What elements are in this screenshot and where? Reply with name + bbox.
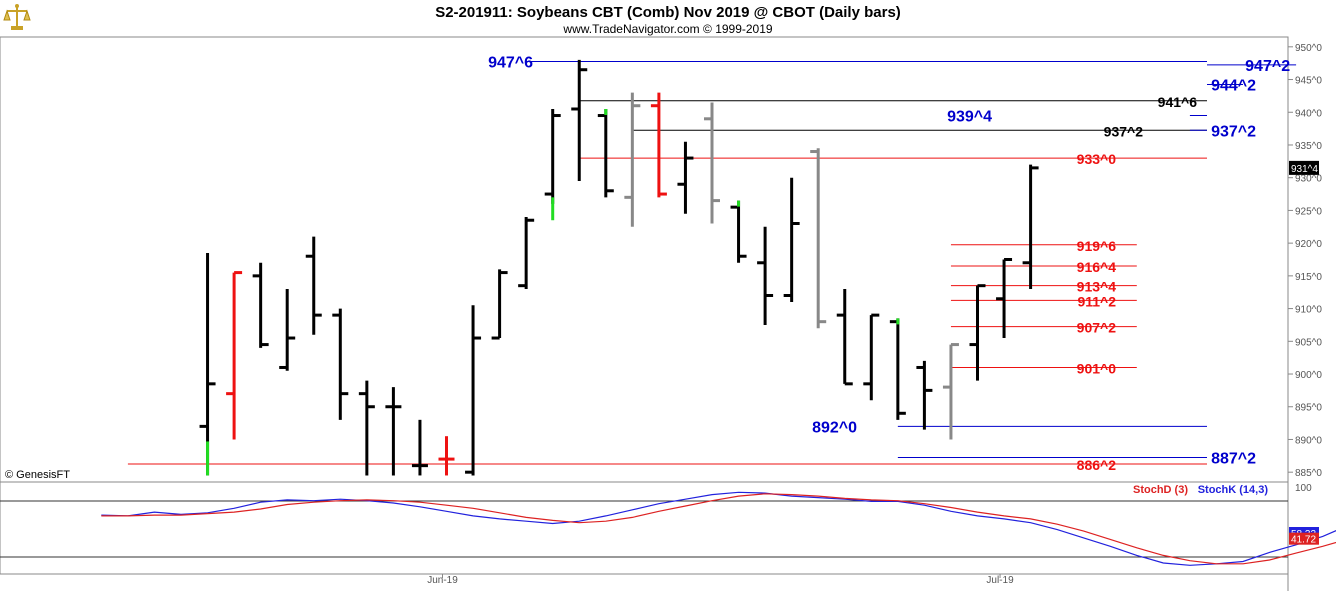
level-label: 919^6 bbox=[1077, 238, 1117, 254]
chart-title: S2-201911: Soybeans CBT (Comb) Nov 2019 … bbox=[435, 4, 901, 21]
price-tick-label: 950^0 bbox=[1295, 43, 1322, 54]
ohlc-bar bbox=[544, 108, 561, 221]
price-pane bbox=[0, 36, 1289, 483]
price-tick-label: 930^0 bbox=[1295, 174, 1322, 185]
ohlc-bar bbox=[836, 288, 853, 386]
level-label: 907^2 bbox=[1077, 320, 1117, 336]
ohlc-bar bbox=[199, 252, 216, 476]
level-label: 913^4 bbox=[1077, 279, 1117, 295]
price-tick-label: 935^0 bbox=[1295, 141, 1322, 152]
date-tick-label: Jul-19 bbox=[986, 575, 1014, 586]
price-tick-label: 885^0 bbox=[1295, 468, 1322, 479]
ohlc-bar bbox=[571, 59, 588, 181]
level-label: 886^2 bbox=[1077, 457, 1117, 473]
price-tick-label: 905^0 bbox=[1295, 337, 1322, 348]
price-tick-label: 910^0 bbox=[1295, 305, 1322, 316]
level-label: 887^2 bbox=[1211, 450, 1256, 467]
support-resistance-levels: 947^6 947^2 944^2 941^6 939^4 937^2 937^2 933^0… bbox=[127, 55, 1297, 473]
price-tick-label: 915^0 bbox=[1295, 272, 1322, 283]
ohlc-bar bbox=[942, 343, 959, 440]
ohlc-bar bbox=[358, 380, 375, 476]
level-label: 937^2 bbox=[1211, 123, 1256, 140]
ohlc-bar bbox=[252, 262, 269, 348]
ohlc-bar bbox=[305, 236, 322, 335]
level-label: 916^4 bbox=[1077, 259, 1117, 275]
stoch-line bbox=[101, 491, 1336, 566]
ohlc-bar bbox=[411, 419, 428, 476]
ohlc-bar bbox=[916, 360, 933, 430]
copyright-label: © GenesisFT bbox=[5, 469, 70, 481]
legend-stochd: StochD (3) bbox=[1133, 484, 1188, 496]
ohlc-bar bbox=[810, 148, 827, 329]
ohlc-bar bbox=[491, 269, 508, 340]
ohlc-bar bbox=[465, 305, 482, 476]
ohlc-bar bbox=[332, 308, 349, 420]
stoch-line bbox=[101, 493, 1336, 565]
level-label: 947^6 bbox=[488, 55, 533, 72]
price-axis: 950^0 945^0 940^0 935^0 930^0 925^0 920^0 915^0… bbox=[1288, 43, 1322, 479]
ohlc-bar bbox=[969, 284, 986, 381]
level-label: 933^0 bbox=[1077, 151, 1117, 167]
stoch-value-label: 41.72 bbox=[1291, 535, 1316, 546]
level-label: 947^2 bbox=[1245, 58, 1290, 75]
legend-stochk: StochK (14,3) bbox=[1198, 484, 1269, 496]
ohlc-bar bbox=[624, 92, 641, 227]
last-price-box bbox=[1289, 160, 1319, 175]
ohlc-bar bbox=[438, 436, 455, 476]
price-tick-label: 940^0 bbox=[1295, 108, 1322, 119]
stoch-value-box bbox=[1289, 532, 1319, 545]
logo-icon bbox=[3, 3, 31, 31]
ohlc-bar bbox=[757, 226, 774, 325]
ohlc-bar bbox=[783, 177, 800, 303]
ohlc-bar bbox=[226, 271, 243, 440]
ohlc-bar bbox=[597, 108, 614, 198]
ohlc-bar bbox=[650, 92, 667, 198]
level-label: 939^4 bbox=[947, 109, 992, 126]
ohlc-bar bbox=[730, 200, 747, 263]
level-label: 901^0 bbox=[1077, 360, 1117, 376]
price-tick-label: 925^0 bbox=[1295, 206, 1322, 217]
ohlc-bar bbox=[1022, 164, 1039, 289]
ohlc-bar bbox=[704, 102, 720, 224]
price-tick-label: 895^0 bbox=[1295, 403, 1322, 414]
price-tick-label: 945^0 bbox=[1295, 76, 1322, 87]
date-tick-label: Jun-19 bbox=[427, 575, 458, 586]
price-tick-label: 920^0 bbox=[1295, 239, 1322, 250]
stochastic-pane bbox=[0, 481, 1289, 575]
ohlc-bar bbox=[385, 387, 402, 476]
stoch-tick-label: 100 bbox=[1295, 483, 1312, 494]
level-label: 944^2 bbox=[1211, 77, 1256, 94]
last-price-label: 931^4 bbox=[1291, 164, 1318, 175]
ohlc-bar bbox=[863, 313, 880, 401]
price-bars bbox=[199, 59, 1039, 476]
ohlc-bar bbox=[996, 258, 1013, 339]
level-label: 892^0 bbox=[812, 419, 857, 436]
level-label: 937^2 bbox=[1104, 123, 1144, 139]
ohlc-bar bbox=[518, 216, 535, 289]
ohlc-bar bbox=[677, 141, 694, 214]
level-label: 941^6 bbox=[1158, 94, 1198, 110]
ohlc-bar bbox=[889, 318, 906, 420]
ohlc-bar bbox=[279, 288, 296, 371]
price-tick-label: 900^0 bbox=[1295, 370, 1322, 381]
chart-subtitle: www.TradeNavigator.com © 1999-2019 bbox=[562, 22, 772, 36]
date-axis: Jun-19 Jul-19 bbox=[427, 574, 1014, 586]
price-tick-label: 890^0 bbox=[1295, 435, 1322, 446]
level-label: 911^2 bbox=[1077, 293, 1116, 309]
